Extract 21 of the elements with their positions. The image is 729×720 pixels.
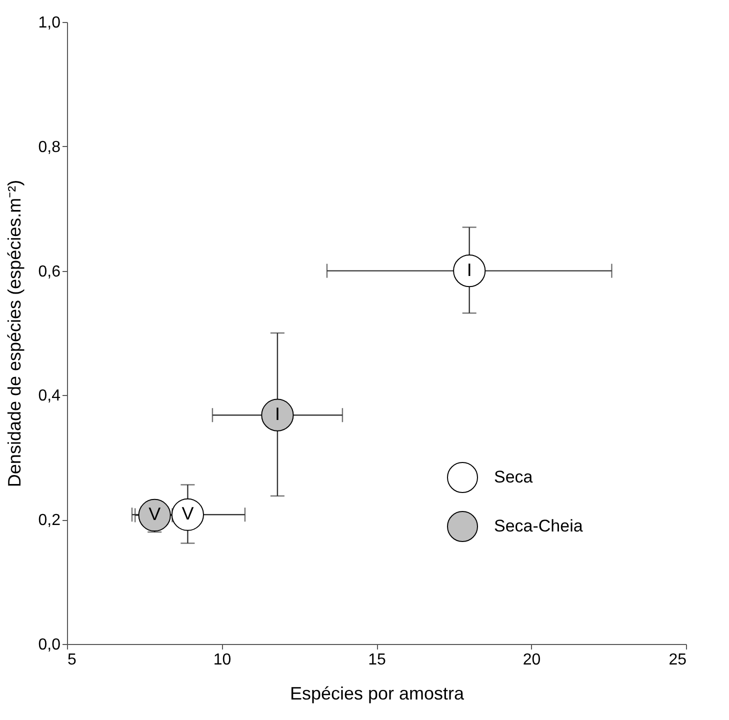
- annotation: V: [148, 504, 161, 524]
- point: [453, 254, 486, 288]
- x-tick-label: 10: [213, 652, 232, 668]
- x-tick-label: 5: [68, 652, 76, 668]
- legend-label: Seca: [494, 468, 534, 486]
- x-tick-label: 20: [522, 652, 541, 668]
- y-tick-label: 1,0: [38, 14, 61, 32]
- annotation: V: [182, 504, 194, 524]
- x-tick-label: 15: [368, 652, 386, 668]
- y-axis-title: Densidade de espécies (espécies.m⁻²): [4, 180, 24, 488]
- legend-label: Seca-Cheia: [494, 516, 584, 536]
- annotation: I: [466, 260, 472, 280]
- y-tick-label: 0,2: [38, 512, 61, 530]
- x-tick-label: 25: [668, 652, 687, 668]
- x-axis-title: Espécies por amostra: [290, 684, 466, 704]
- annotation: I: [274, 404, 280, 424]
- y-tick-label: 0,8: [38, 138, 61, 156]
- y-tick-label: 0,0: [38, 636, 61, 654]
- point: [261, 398, 294, 432]
- y-tick-label: 0,6: [38, 263, 61, 280]
- y-tick-label: 0,4: [38, 388, 61, 405]
